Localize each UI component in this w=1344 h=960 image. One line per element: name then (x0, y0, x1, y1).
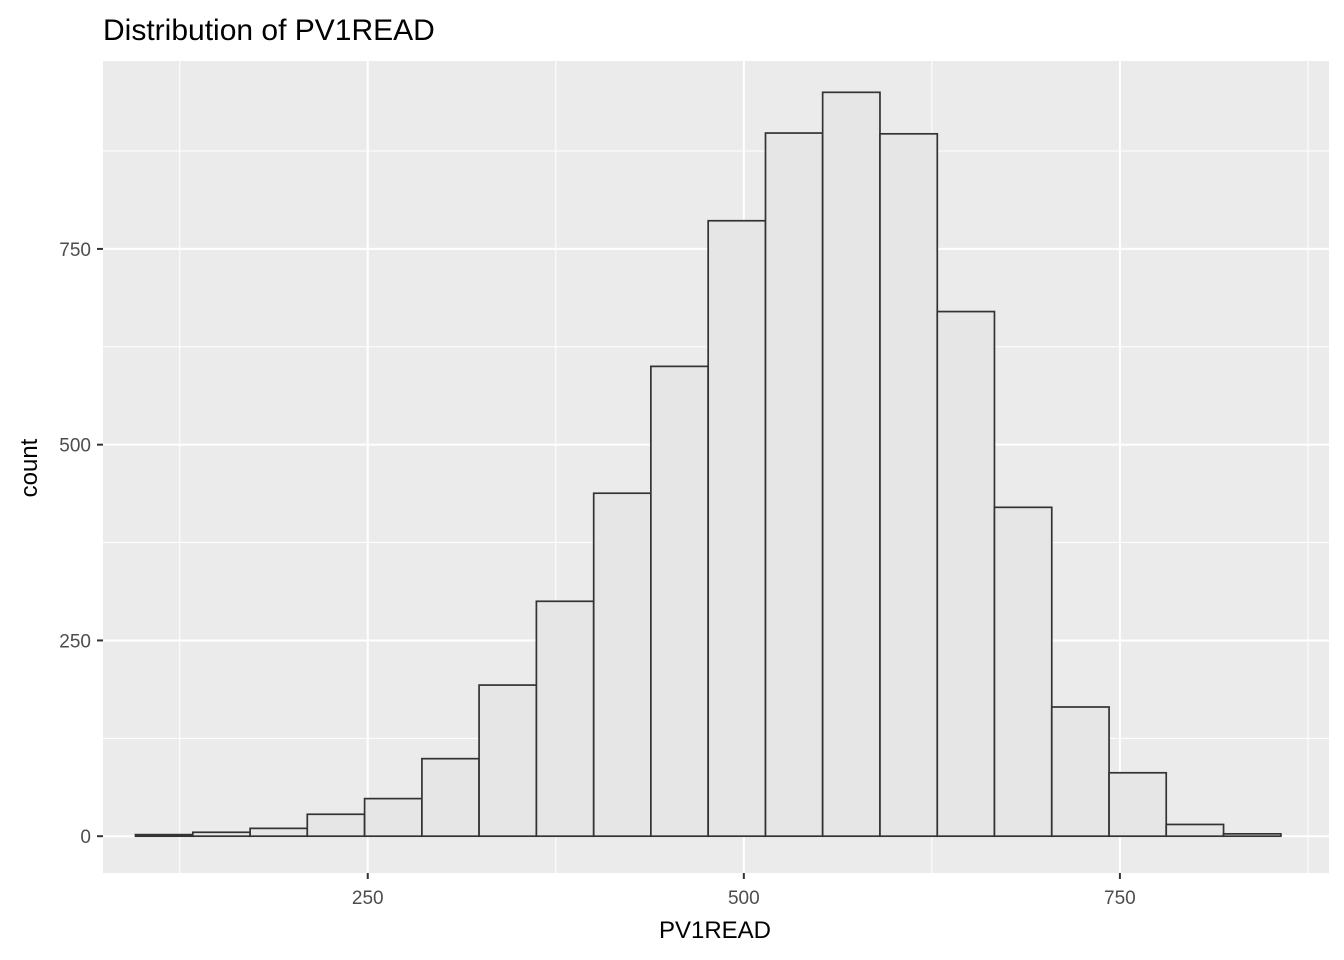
histogram-bar (249, 827, 309, 838)
histogram-bar (764, 132, 824, 838)
histogram-bar (535, 600, 595, 838)
histogram-bar (306, 813, 366, 838)
histogram-bar (821, 91, 881, 838)
histogram-bar (191, 831, 251, 838)
x-tick-label: 750 (1104, 888, 1136, 909)
histogram-bar (1108, 771, 1168, 838)
histogram-bar (650, 365, 710, 838)
histogram-bar (592, 492, 652, 838)
x-tick-label: 500 (728, 888, 760, 909)
x-axis-title: PV1READ (659, 917, 771, 944)
y-tick-label: 250 (59, 631, 91, 652)
histogram-bar (936, 310, 996, 838)
x-tick-label: 250 (352, 888, 384, 909)
histogram-bar (1222, 832, 1282, 838)
x-axis: 250 500 750 (352, 873, 1136, 909)
bars-group (134, 91, 1282, 838)
histogram-bar (421, 757, 480, 838)
chart-title: Distribution of PV1READ (103, 14, 435, 47)
y-axis: 0 250 500 750 (59, 240, 103, 848)
histogram-bar (879, 132, 939, 838)
histogram-bar (363, 797, 423, 838)
y-tick-label: 0 (80, 827, 91, 848)
y-tick-label: 750 (59, 240, 91, 261)
histogram-bar (707, 219, 767, 838)
histogram-bar (134, 833, 194, 838)
y-tick-label: 500 (59, 436, 91, 457)
histogram-bar (993, 506, 1053, 838)
histogram-bar (478, 684, 538, 838)
y-axis-title: count (16, 438, 43, 497)
histogram-bar (1050, 706, 1110, 838)
histogram-bar (1165, 823, 1225, 838)
